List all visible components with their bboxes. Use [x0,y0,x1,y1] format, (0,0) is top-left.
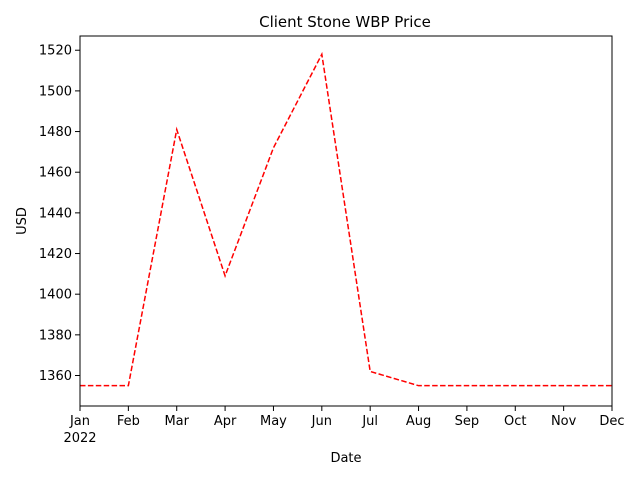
x-axis: Jan Feb Mar Apr May Jun Jul Aug Sep Oct Nov Dec 2022 [63,406,625,446]
y-tick-label: 1360 [39,369,72,384]
x-year-label: 2022 [63,431,96,446]
x-tick-label: Jan [69,414,90,429]
x-tick-label: Sep [455,414,480,429]
chart-title: Client Stone WBP Price [259,13,431,31]
y-tick-label: 1460 [39,166,72,181]
x-tick-label: Oct [504,414,526,429]
x-tick-label: Dec [599,414,624,429]
y-axis-label: USD [15,207,30,235]
x-tick-label: Jun [311,414,332,429]
x-tick-label: Feb [117,414,140,429]
x-tick-label: Nov [551,414,577,429]
x-axis-label: Date [330,451,361,466]
y-tick-label: 1420 [39,247,72,262]
x-tick-label: Mar [164,414,189,429]
y-axis: 1360 1380 1400 1420 1440 1460 1480 1500 1520 [39,44,80,384]
x-tick-label: Jul [361,414,378,429]
y-tick-label: 1480 [39,125,72,140]
y-tick-label: 1380 [39,328,72,343]
plot-area [80,51,612,387]
y-tick-label: 1440 [39,206,72,221]
x-tick-label: Aug [406,414,431,429]
y-tick-label: 1520 [39,44,72,59]
y-tick-label: 1500 [39,84,72,99]
x-tick-label: Apr [214,414,237,429]
series-line [80,51,612,387]
x-tick-label: May [260,414,287,429]
plot-frame [79,35,613,407]
y-tick-label: 1400 [39,288,72,303]
